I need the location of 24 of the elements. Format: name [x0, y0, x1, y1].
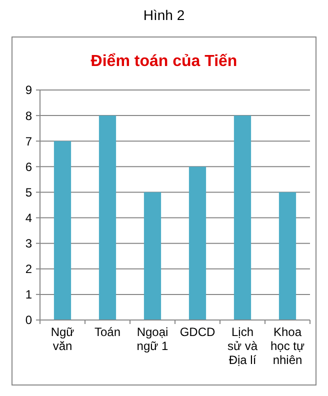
bar	[144, 192, 162, 320]
y-tick-label: 2	[25, 262, 32, 276]
bar	[234, 116, 252, 320]
x-tick-label: Ngoại ngữ 1	[136, 325, 169, 353]
chart-title: Điểm toán của Tiến	[90, 53, 238, 70]
y-tick-label: 4	[25, 210, 32, 225]
x-tick-label: Toán	[94, 325, 121, 339]
x-tick-label: Ngữ văn	[50, 325, 74, 353]
bar	[54, 141, 72, 320]
x-tick-label: Khoa học tự nhiên	[270, 325, 305, 367]
bar	[278, 192, 296, 320]
y-tick-label: 7	[25, 134, 32, 148]
x-tick-label: GDCD	[180, 325, 216, 339]
y-tick-label: 1	[25, 288, 32, 302]
y-tick-label: 6	[25, 160, 32, 174]
y-tick-label: 0	[25, 313, 32, 328]
bar	[98, 116, 116, 320]
x-tick-label: Lịch sử và Địa lí	[227, 325, 258, 367]
text: Hình 2	[143, 7, 185, 23]
y-tick-label: 5	[25, 185, 32, 200]
bar	[188, 166, 206, 320]
y-tick-label: 3	[25, 236, 32, 251]
y-tick-label: 8	[25, 108, 32, 123]
y-tick-label: 9	[25, 83, 32, 98]
